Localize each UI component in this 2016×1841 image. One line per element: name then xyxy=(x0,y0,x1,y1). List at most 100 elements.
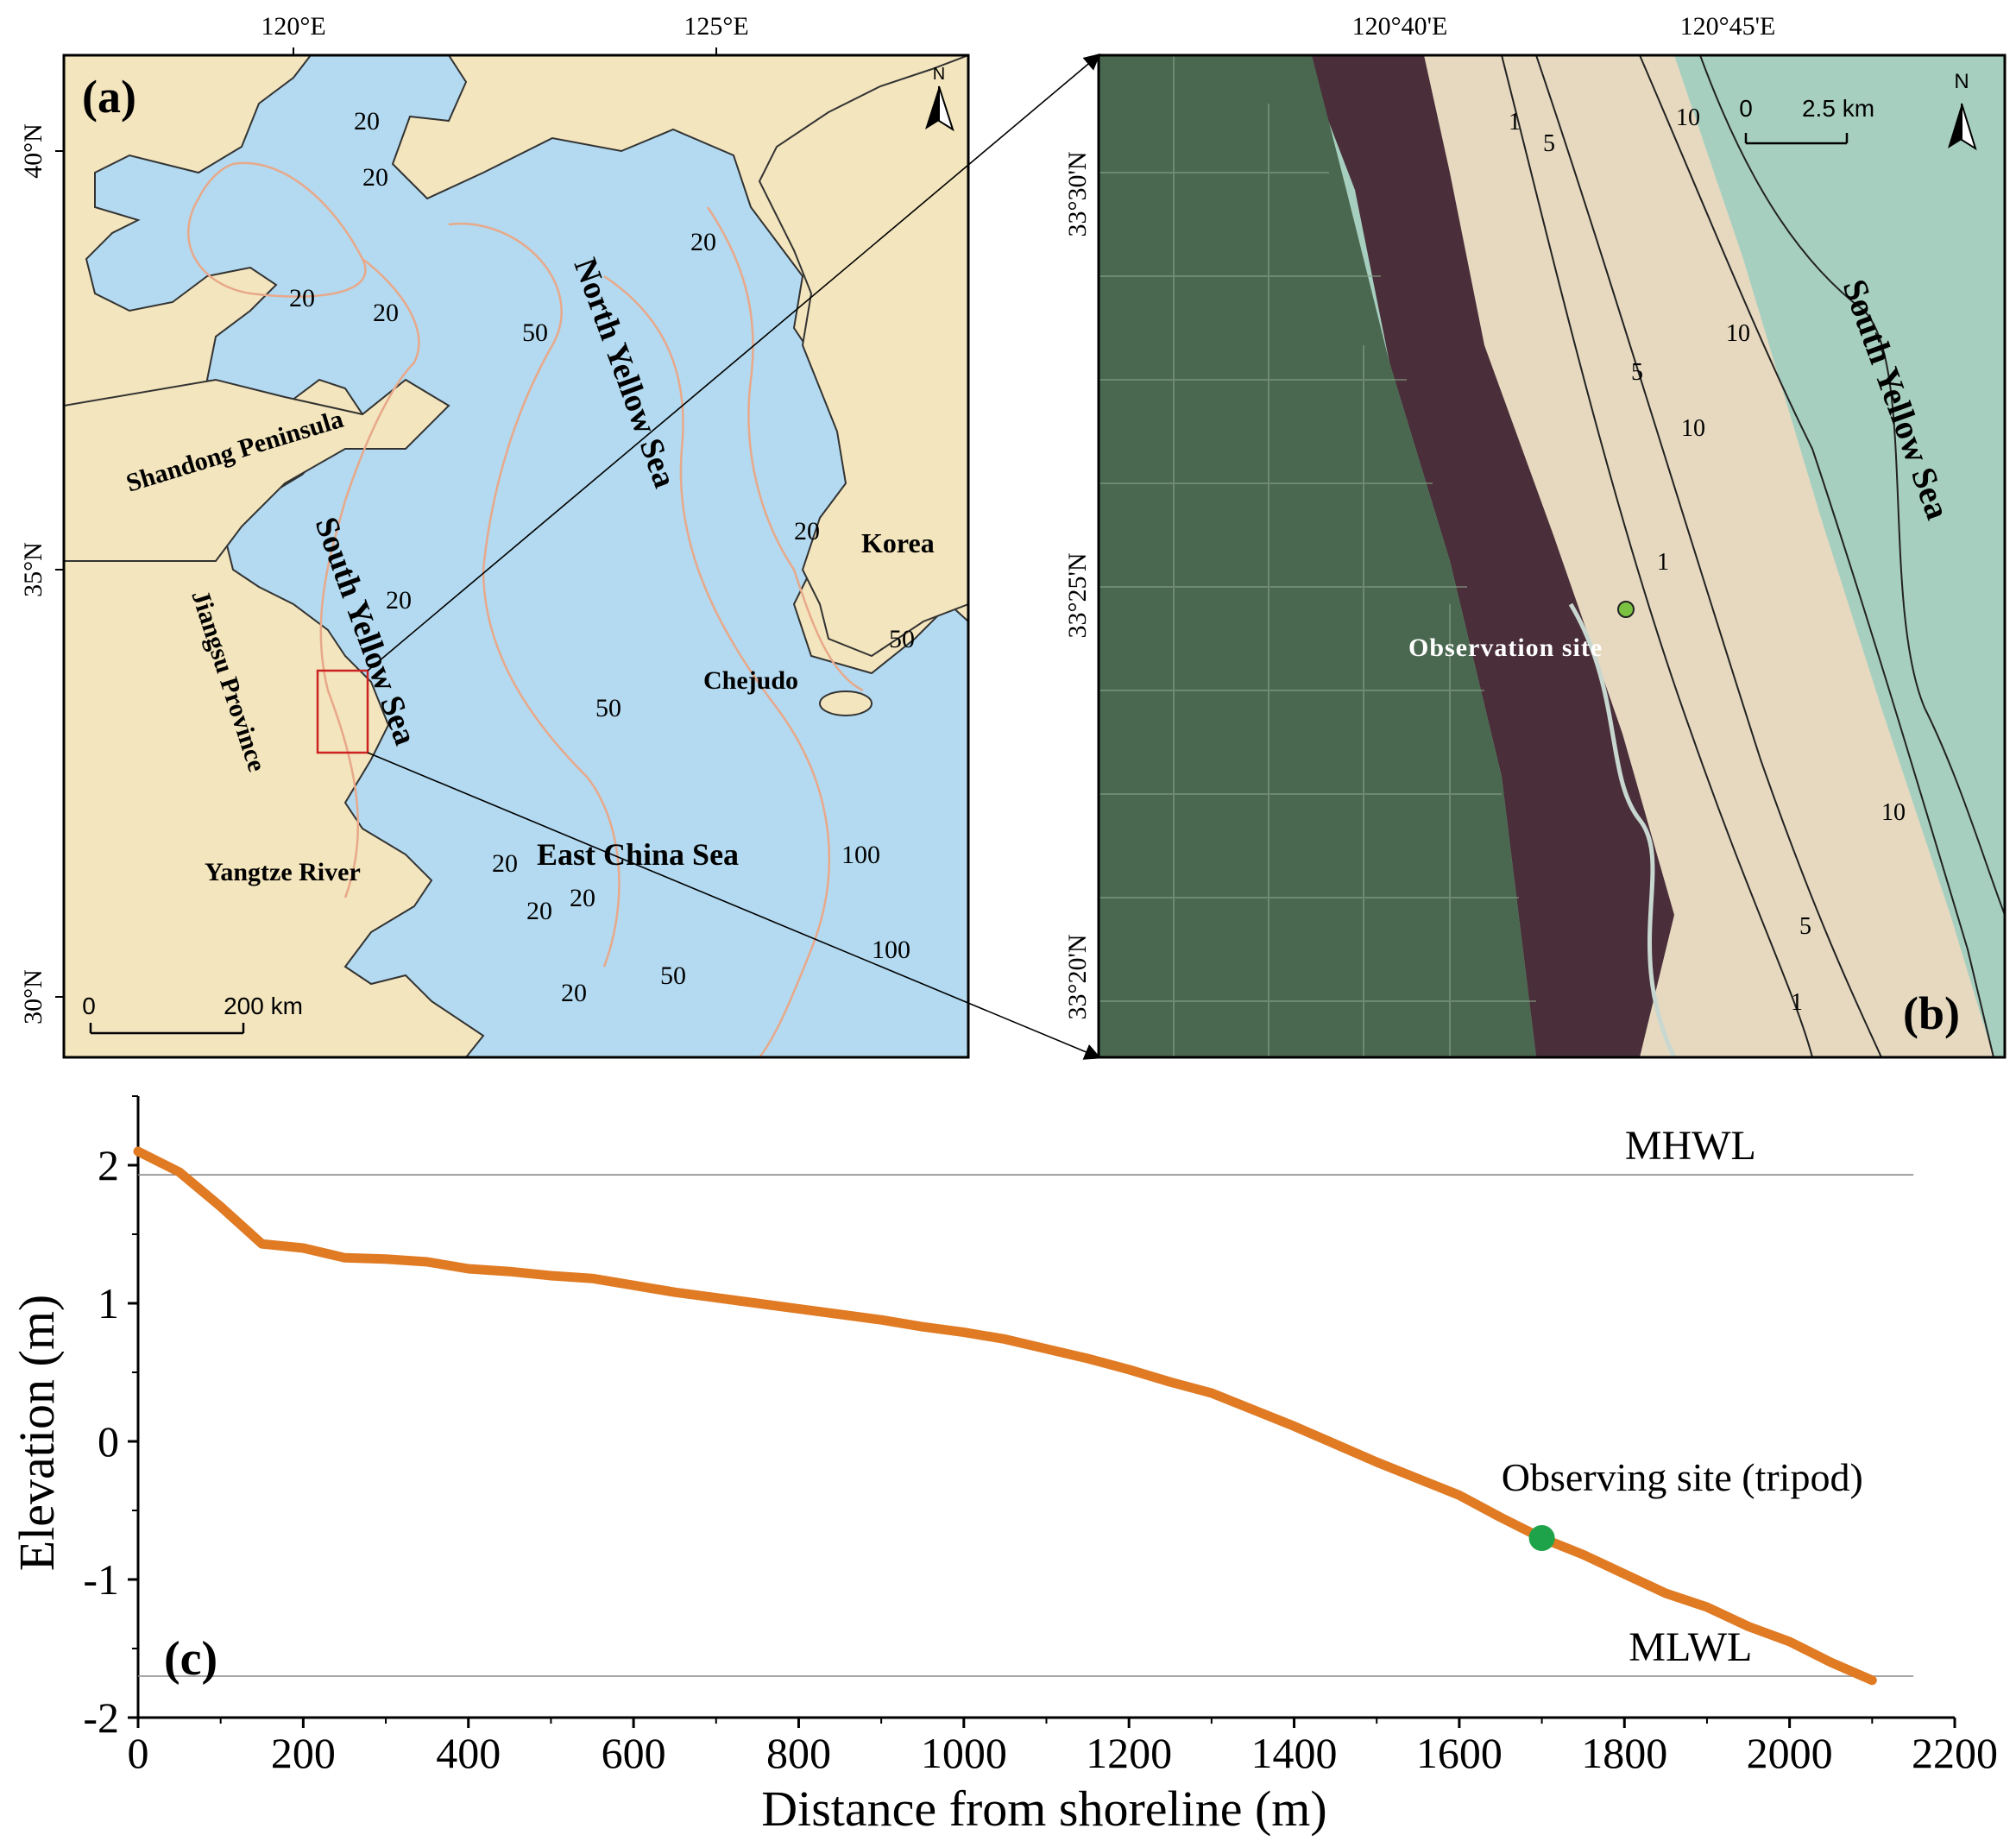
isobath-label: 50 xyxy=(522,318,548,347)
y-tick-label: 2 xyxy=(98,1141,119,1189)
contour-label: 1 xyxy=(1791,989,1803,1016)
panel-a-scale-zero: 0 xyxy=(82,993,96,1019)
panel-a-lat-tick-35: 35°N xyxy=(19,542,47,597)
isobath-label: 20 xyxy=(373,299,399,327)
elevation-profile-line xyxy=(133,1146,1877,1686)
isobath-label: 20 xyxy=(289,284,315,312)
panel-a-map: 120°E 125°E 40°N 35°N 30°N 20 20 2 xyxy=(19,12,970,1059)
panel-a-sea xyxy=(85,55,968,1057)
panel-b-north-label: N xyxy=(1954,70,1969,93)
panel-a-north-arrow-icon: N xyxy=(925,65,954,132)
chart-x-axis-label: Distance from shoreline (m) xyxy=(761,1781,1327,1837)
x-tick-label: 800 xyxy=(766,1729,831,1777)
panel-b-farmland-grid xyxy=(1099,55,1536,1057)
chart-panel-label: (c) xyxy=(164,1632,217,1686)
panel-a-frame xyxy=(62,54,970,1059)
isobath-label: 20 xyxy=(386,586,412,615)
contour-label: 1 xyxy=(1657,549,1669,576)
isobath-label: 20 xyxy=(690,228,716,256)
panel-a-isobath-labels: 20 20 20 20 20 20 20 50 50 50 50 20 20 2… xyxy=(289,107,915,1007)
x-tick-label: 1600 xyxy=(1416,1729,1503,1777)
x-tick-label: 1000 xyxy=(921,1729,1007,1777)
isobath-label: 20 xyxy=(794,517,820,545)
contour-label: 5 xyxy=(1543,130,1555,157)
x-tick-label: 1800 xyxy=(1581,1729,1667,1777)
contour-label: 10 xyxy=(1676,104,1700,131)
contour-label: 5 xyxy=(1799,913,1811,940)
isobath-label: 20 xyxy=(362,163,388,192)
connector-line-bottom xyxy=(367,752,1101,1060)
panel-b-lat-tick-2: 33°25'N xyxy=(1063,552,1092,638)
x-tick-label: 0 xyxy=(128,1729,149,1777)
panel-b-scale-max: 2.5 km xyxy=(1802,95,1874,122)
panel-b-depth-contours xyxy=(1501,55,2005,1057)
isobath-label: 20 xyxy=(526,897,552,925)
isobath-label: 20 xyxy=(354,107,380,136)
panel-b-label: (b) xyxy=(1903,987,1960,1039)
x-tick-label: 1400 xyxy=(1251,1729,1338,1777)
chart-series xyxy=(133,1146,1877,1686)
panel-a-lat-tick-40: 40°N xyxy=(19,123,47,179)
panel-a-study-area-box xyxy=(316,669,369,754)
panel-b-scale-bar: 0 2.5 km xyxy=(1739,95,1874,145)
panel-b-lat-tick-3: 33°20'N xyxy=(1063,934,1092,1019)
x-tick-label: 2000 xyxy=(1747,1729,1833,1777)
panel-a-scale-bar: 0 200 km xyxy=(82,993,303,1035)
reference-line-label: MHWL xyxy=(1625,1123,1756,1169)
connector-line-top xyxy=(367,53,1101,671)
panel-a-isobaths xyxy=(187,161,864,1057)
isobath-label: 20 xyxy=(561,979,587,1007)
contour-label: 5 xyxy=(1631,359,1643,386)
panel-b-site-label: Observation site xyxy=(1408,634,1603,662)
panel-a-north-label: N xyxy=(933,65,945,84)
y-tick-label: 0 xyxy=(98,1417,119,1466)
y-tick-label: -2 xyxy=(83,1693,119,1742)
panel-a-scale-max: 200 km xyxy=(224,993,303,1019)
chart-axes: 0 200 400 600 800 1000 1200 1400 1600 1800 2000 220… xyxy=(83,1095,1998,1777)
panel-b-tidal-creek xyxy=(1568,602,1677,1057)
x-tick-label: 2200 xyxy=(1912,1729,1998,1777)
chart-marker: Observing site (tripod) xyxy=(1502,1455,1863,1551)
panel-b-lon-tick-2: 120°45'E xyxy=(1680,12,1776,41)
panel-b-salt-marsh xyxy=(1303,55,1674,1057)
panel-b-observation-site-dot xyxy=(1617,601,1635,618)
panel-a-label: (a) xyxy=(82,71,136,123)
panel-b-satellite: 120°40'E 120°45'E 33°30'N 33°25'N 33°20'… xyxy=(1063,12,2007,1059)
panel-a-lon-tick-125: 125°E xyxy=(684,12,748,41)
panel-a-korea-land xyxy=(758,55,968,658)
panel-c-profile-chart: 0 200 400 600 800 1000 1200 1400 1600 1800 2000 220… xyxy=(9,1095,1998,1837)
panel-a-lat-tick-30: 30°N xyxy=(19,969,47,1025)
korea-label: Korea xyxy=(861,527,935,558)
observing-site-label: Observing site (tripod) xyxy=(1502,1455,1863,1499)
panel-a-shandong-peninsula xyxy=(64,378,450,562)
contour-label: 10 xyxy=(1726,320,1750,347)
panel-b-frame xyxy=(1097,54,2007,1059)
isobath-label: 50 xyxy=(889,625,915,653)
contour-label: 10 xyxy=(1881,799,1906,826)
panel-b-farmland xyxy=(1099,55,1536,1057)
east-china-sea-label: East China Sea xyxy=(537,837,739,872)
reference-line-label: MLWL xyxy=(1629,1624,1752,1670)
isobath-label: 20 xyxy=(492,849,518,878)
isobath-label: 100 xyxy=(872,936,910,964)
y-tick-label: -1 xyxy=(83,1555,119,1604)
x-tick-label: 1200 xyxy=(1086,1729,1172,1777)
panel-a-lon-tick-120: 120°E xyxy=(261,12,325,41)
panel-b-north-arrow-icon: N xyxy=(1948,70,1977,151)
chart-y-axis-label: Elevation (m) xyxy=(9,1295,65,1572)
contour-label: 10 xyxy=(1681,415,1705,442)
isobath-label: 20 xyxy=(570,884,595,912)
x-tick-label: 600 xyxy=(602,1729,666,1777)
panel-b-lon-tick-1: 120°40'E xyxy=(1352,12,1448,41)
contour-label: 1 xyxy=(1509,109,1521,136)
y-tick-label: 1 xyxy=(98,1279,119,1327)
panel-a-chejudo-island xyxy=(819,690,873,716)
x-tick-label: 200 xyxy=(271,1729,336,1777)
isobath-label: 50 xyxy=(595,694,621,722)
chart-reference-lines: MHWL MLWL xyxy=(138,1123,1914,1677)
x-tick-label: 400 xyxy=(436,1729,501,1777)
observing-site-marker xyxy=(1528,1525,1555,1551)
panel-b-contour-labels: 1 5 10 10 5 10 1 10 5 1 xyxy=(1509,104,1906,1016)
chejudo-label: Chejudo xyxy=(703,666,798,695)
panel-connectors xyxy=(367,53,1101,1060)
